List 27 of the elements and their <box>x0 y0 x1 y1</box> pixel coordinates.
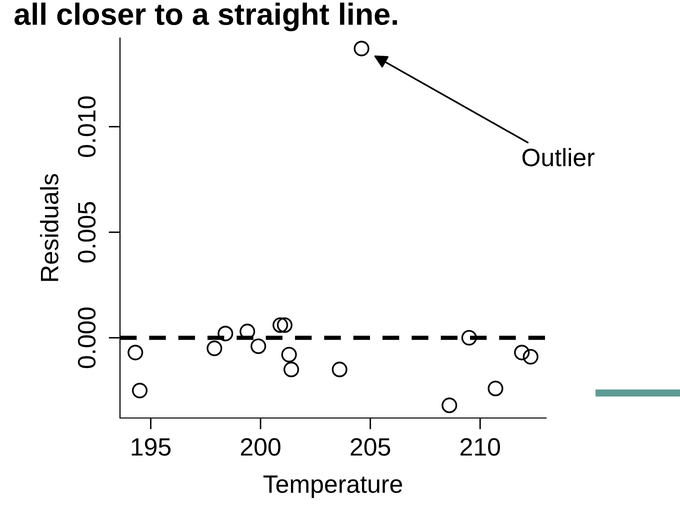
point <box>276 317 292 333</box>
y-tick-label: 0.000 <box>78 307 96 368</box>
point <box>522 349 538 365</box>
annotation: Outlier <box>522 148 594 166</box>
point <box>250 338 266 354</box>
point <box>332 362 348 378</box>
x-axis-title: Temperature <box>263 476 402 498</box>
chart-title: all closer to a straight line. <box>14 2 397 32</box>
point <box>354 40 370 56</box>
point <box>272 317 288 333</box>
y-axis-title: Residuals <box>40 174 58 281</box>
point <box>206 340 222 356</box>
x-tick-label: 200 <box>240 438 280 456</box>
y-tick-label: 0.005 <box>78 202 96 263</box>
x-tick-label: 205 <box>350 438 390 456</box>
x-tick-label: 210 <box>460 438 500 456</box>
point <box>488 380 504 396</box>
point <box>461 330 477 346</box>
point <box>284 362 300 378</box>
point <box>128 344 144 360</box>
point <box>442 398 458 414</box>
point <box>514 344 530 360</box>
point <box>281 346 297 362</box>
point <box>132 382 148 398</box>
x-tick-label: 195 <box>132 438 171 456</box>
y-tick-label: 0.010 <box>78 96 96 157</box>
point <box>218 326 234 342</box>
